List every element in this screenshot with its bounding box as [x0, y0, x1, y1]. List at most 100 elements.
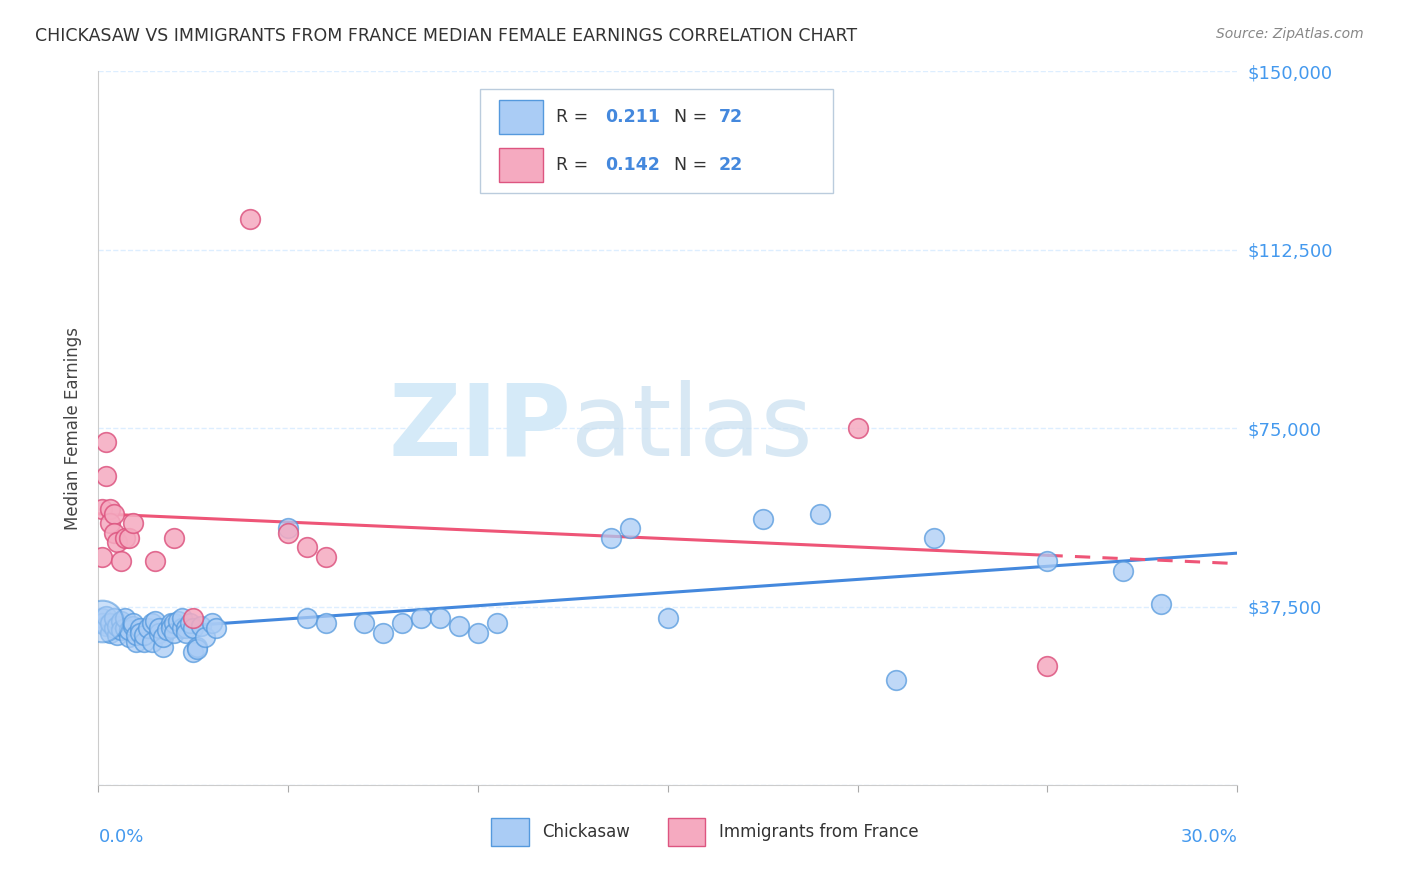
- Point: [205, 621, 228, 635]
- Point: [114, 531, 136, 545]
- Text: 22: 22: [718, 156, 744, 174]
- Text: Chickasaw: Chickasaw: [543, 823, 630, 841]
- Point: [201, 616, 224, 631]
- Text: Source: ZipAtlas.com: Source: ZipAtlas.com: [1216, 27, 1364, 41]
- Point: [91, 614, 114, 628]
- Text: ZIP: ZIP: [388, 380, 571, 476]
- Point: [110, 624, 132, 638]
- FancyBboxPatch shape: [491, 819, 529, 846]
- Point: [114, 621, 136, 635]
- Point: [118, 631, 141, 645]
- Point: [194, 631, 217, 645]
- Point: [118, 531, 141, 545]
- Point: [125, 628, 148, 642]
- Point: [103, 507, 125, 521]
- Point: [91, 616, 114, 631]
- Point: [315, 549, 337, 564]
- Point: [179, 616, 201, 631]
- Point: [277, 521, 299, 535]
- Point: [98, 625, 121, 640]
- Y-axis label: Median Female Earnings: Median Female Earnings: [63, 326, 82, 530]
- Point: [752, 511, 775, 525]
- Point: [129, 621, 152, 635]
- Point: [1036, 659, 1059, 673]
- Text: CHICKASAW VS IMMIGRANTS FROM FRANCE MEDIAN FEMALE EARNINGS CORRELATION CHART: CHICKASAW VS IMMIGRANTS FROM FRANCE MEDI…: [35, 27, 858, 45]
- Point: [121, 616, 143, 631]
- Point: [183, 611, 205, 625]
- Point: [103, 621, 125, 635]
- Point: [163, 625, 186, 640]
- Point: [297, 540, 319, 554]
- Point: [174, 625, 197, 640]
- Point: [91, 502, 114, 516]
- Point: [174, 621, 197, 635]
- Point: [297, 611, 319, 625]
- Point: [91, 611, 114, 625]
- Point: [152, 640, 174, 654]
- Point: [98, 516, 121, 531]
- Text: atlas: atlas: [571, 380, 813, 476]
- Point: [183, 645, 205, 659]
- Point: [239, 211, 262, 226]
- Point: [391, 616, 413, 631]
- Point: [145, 614, 167, 628]
- Point: [132, 628, 155, 642]
- Point: [145, 554, 167, 568]
- Point: [467, 625, 489, 640]
- Point: [136, 621, 159, 635]
- Point: [600, 531, 623, 545]
- Point: [121, 618, 143, 632]
- Point: [107, 618, 129, 632]
- Point: [129, 625, 152, 640]
- Point: [353, 616, 375, 631]
- Point: [98, 502, 121, 516]
- Point: [657, 611, 679, 625]
- Point: [114, 611, 136, 625]
- Text: R =: R =: [557, 108, 593, 126]
- Point: [148, 625, 170, 640]
- Text: 30.0%: 30.0%: [1181, 828, 1237, 846]
- Point: [808, 507, 831, 521]
- FancyBboxPatch shape: [499, 100, 543, 134]
- Point: [91, 549, 114, 564]
- Point: [449, 618, 471, 632]
- Point: [98, 616, 121, 631]
- Point: [125, 635, 148, 649]
- Point: [121, 516, 143, 531]
- Point: [1150, 597, 1173, 611]
- Point: [190, 618, 212, 632]
- Point: [107, 535, 129, 549]
- Point: [486, 616, 509, 631]
- Text: N =: N =: [673, 108, 713, 126]
- Point: [1036, 554, 1059, 568]
- Point: [411, 611, 433, 625]
- FancyBboxPatch shape: [499, 148, 543, 182]
- Point: [163, 616, 186, 631]
- Point: [94, 609, 117, 624]
- Point: [619, 521, 641, 535]
- Point: [141, 616, 163, 631]
- Point: [148, 621, 170, 635]
- Point: [159, 621, 181, 635]
- Point: [167, 614, 190, 628]
- Point: [156, 624, 179, 638]
- Text: 0.142: 0.142: [605, 156, 659, 174]
- Point: [170, 611, 193, 625]
- Point: [1112, 564, 1135, 578]
- Point: [94, 618, 117, 632]
- Point: [429, 611, 451, 625]
- Point: [884, 673, 907, 688]
- Point: [159, 616, 181, 631]
- Point: [110, 614, 132, 628]
- Point: [163, 531, 186, 545]
- Point: [371, 625, 394, 640]
- Text: R =: R =: [557, 156, 593, 174]
- Point: [110, 554, 132, 568]
- Point: [94, 435, 117, 450]
- Point: [94, 468, 117, 483]
- Point: [141, 635, 163, 649]
- Text: Immigrants from France: Immigrants from France: [718, 823, 918, 841]
- Point: [152, 631, 174, 645]
- Point: [846, 421, 869, 435]
- Point: [107, 628, 129, 642]
